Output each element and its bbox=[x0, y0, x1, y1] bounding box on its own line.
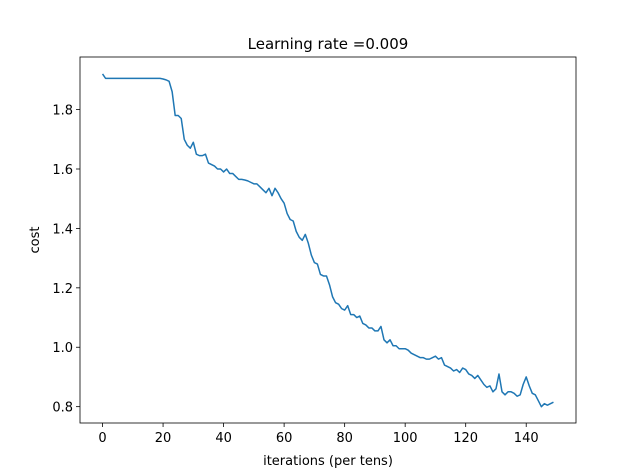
x-tick-label: 120 bbox=[453, 431, 478, 446]
x-tick-label: 20 bbox=[155, 431, 172, 446]
x-tick-label: 0 bbox=[98, 431, 106, 446]
chart-title: Learning rate =0.009 bbox=[248, 35, 409, 53]
y-tick-label: 1.8 bbox=[52, 104, 73, 119]
y-tick-label: 1.6 bbox=[52, 163, 73, 178]
x-tick-label: 140 bbox=[514, 431, 539, 446]
y-tick-label: 1.0 bbox=[52, 341, 73, 356]
y-tick-label: 1.4 bbox=[52, 222, 73, 237]
y-axis-label: cost bbox=[28, 227, 43, 254]
x-tick-label: 80 bbox=[336, 431, 353, 446]
x-axis-label: iterations (per tens) bbox=[263, 454, 393, 469]
x-tick-label: 100 bbox=[393, 431, 418, 446]
x-tick-label: 60 bbox=[276, 431, 293, 446]
y-tick-label: 0.8 bbox=[52, 401, 73, 416]
axes-frame bbox=[79, 56, 577, 424]
line-series bbox=[101, 73, 554, 408]
y-tick-label: 1.2 bbox=[52, 282, 73, 297]
x-tick-label: 40 bbox=[215, 431, 232, 446]
